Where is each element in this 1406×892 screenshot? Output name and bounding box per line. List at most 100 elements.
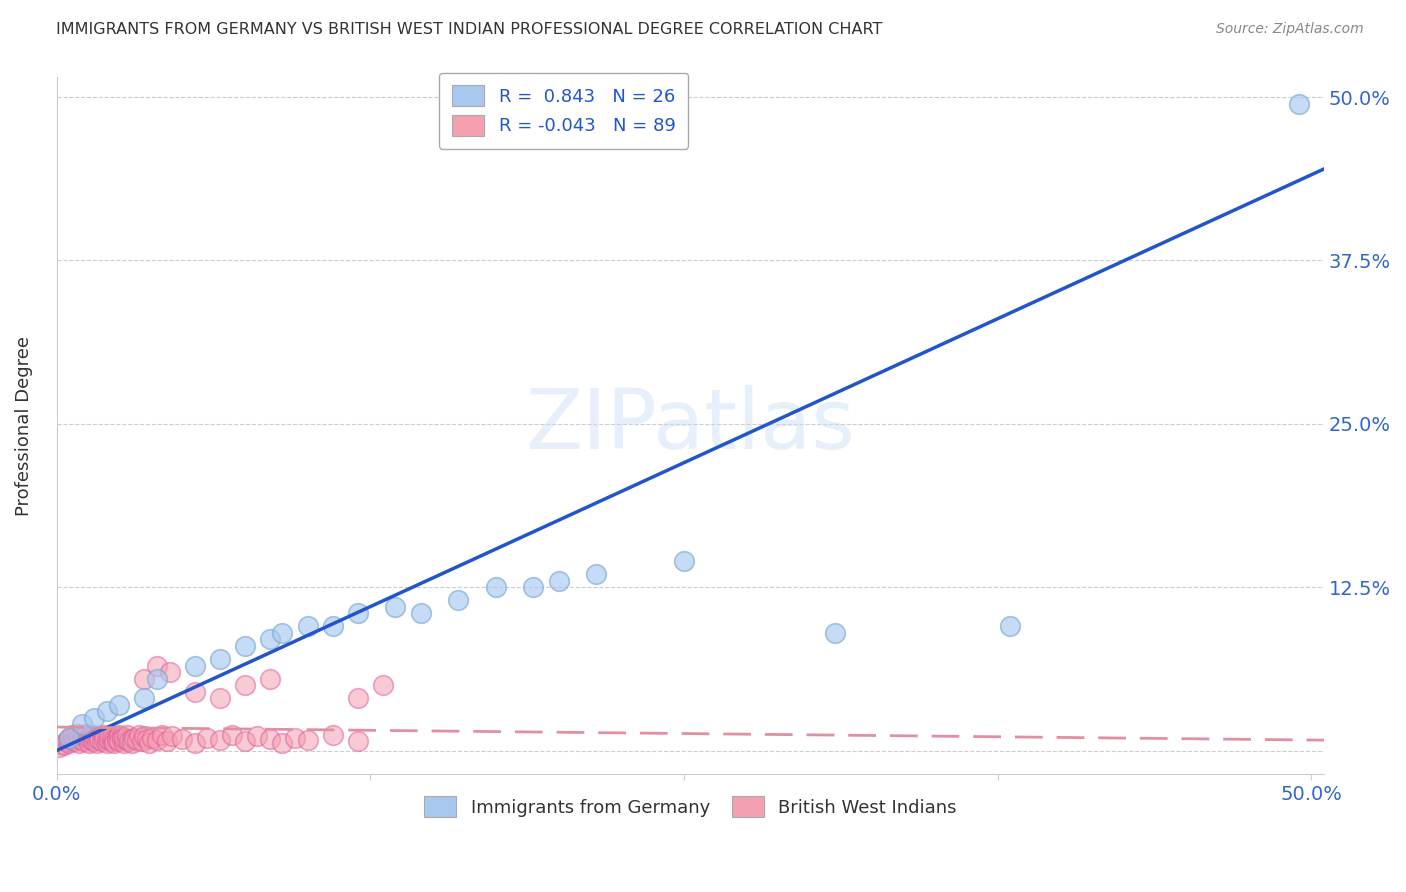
Point <box>63 729 86 743</box>
Point <box>322 619 344 633</box>
Point <box>146 672 169 686</box>
Point <box>156 734 179 748</box>
Text: ZIPatlas: ZIPatlas <box>526 385 855 467</box>
Point <box>183 736 205 750</box>
Point <box>93 729 115 743</box>
Point <box>70 728 93 742</box>
Point <box>58 736 80 750</box>
Point <box>208 691 231 706</box>
Point <box>346 691 368 706</box>
Point <box>384 599 406 614</box>
Point <box>67 731 90 745</box>
Point <box>134 729 156 743</box>
Point <box>297 619 319 633</box>
Point <box>86 731 108 746</box>
Point <box>60 733 83 747</box>
Point <box>96 731 118 745</box>
Point <box>60 728 83 742</box>
Point <box>98 733 121 747</box>
Point <box>259 731 281 746</box>
Point <box>83 711 105 725</box>
Point <box>146 658 169 673</box>
Point <box>115 733 138 747</box>
Point <box>108 698 131 712</box>
Point <box>73 729 96 743</box>
Point <box>58 731 80 745</box>
Point <box>70 733 93 747</box>
Point <box>51 737 73 751</box>
Point <box>141 731 163 745</box>
Point <box>160 729 183 743</box>
Point <box>485 580 508 594</box>
Point <box>183 658 205 673</box>
Point <box>409 607 432 621</box>
Point <box>101 729 124 743</box>
Point <box>76 726 98 740</box>
Point <box>67 736 90 750</box>
Point <box>66 731 89 746</box>
Point <box>96 705 118 719</box>
Point <box>233 678 256 692</box>
Y-axis label: Professional Degree: Professional Degree <box>15 335 32 516</box>
Point <box>673 554 696 568</box>
Point <box>105 733 128 747</box>
Point <box>371 678 394 692</box>
Point <box>77 731 100 745</box>
Point <box>118 734 141 748</box>
Point <box>259 632 281 647</box>
Point <box>297 733 319 747</box>
Point <box>208 733 231 747</box>
Point <box>108 728 131 742</box>
Point <box>90 728 112 742</box>
Point <box>146 733 169 747</box>
Point <box>233 734 256 748</box>
Point <box>73 734 96 748</box>
Point <box>66 726 89 740</box>
Point <box>112 736 135 750</box>
Point <box>1000 619 1022 633</box>
Point <box>111 729 134 743</box>
Point <box>138 736 160 750</box>
Point <box>346 607 368 621</box>
Point <box>63 734 86 748</box>
Point <box>124 731 146 745</box>
Point <box>159 665 181 680</box>
Point <box>77 736 100 750</box>
Legend: Immigrants from Germany, British West Indians: Immigrants from Germany, British West In… <box>416 789 965 824</box>
Point <box>195 731 218 745</box>
Point <box>101 734 124 748</box>
Point <box>115 728 138 742</box>
Point <box>233 639 256 653</box>
Point <box>824 626 846 640</box>
Point <box>447 593 470 607</box>
Point <box>70 717 93 731</box>
Point <box>89 733 111 747</box>
Text: IMMIGRANTS FROM GERMANY VS BRITISH WEST INDIAN PROFESSIONAL DEGREE CORRELATION C: IMMIGRANTS FROM GERMANY VS BRITISH WEST … <box>56 22 883 37</box>
Point <box>259 672 281 686</box>
Text: Source: ZipAtlas.com: Source: ZipAtlas.com <box>1216 22 1364 37</box>
Point <box>121 731 143 746</box>
Point <box>522 580 544 594</box>
Point <box>221 728 243 742</box>
Point <box>80 733 103 747</box>
Point <box>83 734 105 748</box>
Point <box>136 731 159 746</box>
Point <box>284 731 307 745</box>
Point <box>346 734 368 748</box>
Point <box>271 736 294 750</box>
Point <box>547 574 569 588</box>
Point <box>86 736 108 750</box>
Point <box>48 739 70 754</box>
Point <box>55 734 77 748</box>
Point <box>103 736 125 750</box>
Point <box>246 729 269 743</box>
Point <box>271 626 294 640</box>
Point <box>105 731 128 745</box>
Point <box>53 739 76 753</box>
Point <box>93 731 115 746</box>
Point <box>183 685 205 699</box>
Point <box>108 734 131 748</box>
Point <box>112 731 135 745</box>
Point <box>83 729 105 743</box>
Point <box>208 652 231 666</box>
